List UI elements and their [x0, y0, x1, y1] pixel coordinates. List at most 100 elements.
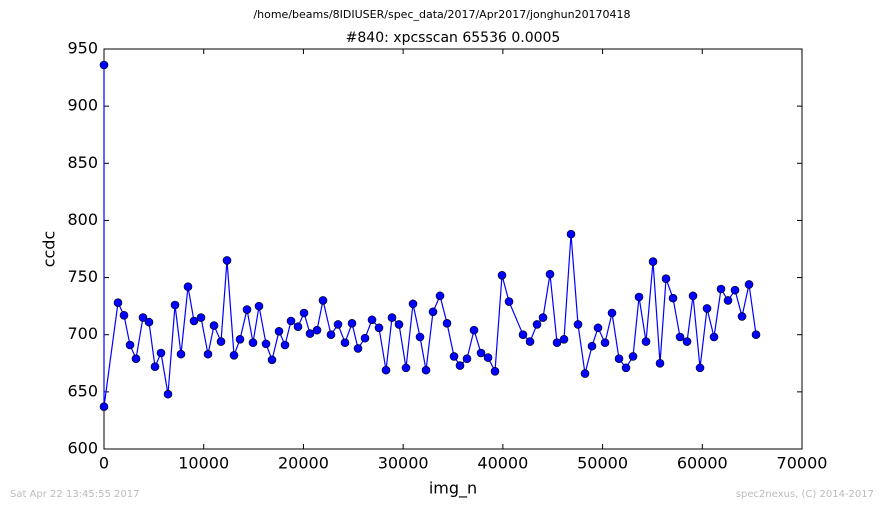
data-point [222, 256, 232, 265]
y-tick-label: 950 [67, 39, 98, 58]
data-point [580, 369, 590, 378]
data-point [209, 321, 219, 330]
data-point [131, 354, 141, 364]
data-point [545, 269, 555, 279]
data-point [312, 325, 322, 335]
data-point [119, 310, 129, 320]
data-point [203, 349, 213, 359]
data-point [641, 337, 651, 346]
x-axis-label: img_n [429, 479, 477, 499]
y-tick-label: 750 [67, 267, 98, 286]
y-axis-label: ccdc [40, 231, 59, 268]
data-point [462, 354, 472, 364]
data-point [387, 313, 397, 322]
data-point [156, 348, 166, 358]
data-point [525, 337, 535, 346]
data-point [254, 301, 264, 311]
data-point [261, 339, 271, 349]
x-tick-label: 60000 [677, 454, 728, 473]
data-point [196, 313, 206, 322]
data-point [668, 293, 678, 303]
data-point [394, 320, 404, 329]
x-tick-label: 0 [99, 454, 109, 473]
data-point [476, 348, 486, 358]
data-point [138, 313, 148, 322]
data-point [435, 291, 445, 301]
data-point [648, 257, 658, 266]
data-point [408, 299, 418, 309]
data-point [267, 355, 277, 365]
data-point [235, 334, 245, 344]
data-point [442, 318, 452, 328]
footer-left: Sat Apr 22 13:45:55 2017 [10, 489, 140, 500]
data-point [744, 280, 754, 289]
y-tick-label: 800 [67, 210, 98, 229]
data-point [176, 349, 186, 359]
data-point [216, 337, 226, 346]
data-point [682, 337, 692, 346]
data-point [587, 341, 597, 351]
data-point [497, 270, 507, 280]
x-tick-label: 50000 [577, 454, 628, 473]
y-tick-label: 650 [67, 381, 98, 400]
x-tick-label: 40000 [477, 454, 528, 473]
x-tick-label: 10000 [178, 454, 229, 473]
data-point [183, 282, 193, 292]
data-point [723, 296, 733, 305]
data-point [695, 363, 705, 373]
data-point [607, 308, 617, 318]
data-point [333, 320, 343, 329]
x-tick-label: 30000 [378, 454, 429, 473]
y-tick-label: 600 [67, 439, 98, 458]
data-point [170, 300, 180, 310]
data-point [661, 274, 671, 284]
data-point [347, 318, 357, 328]
data-point [144, 317, 154, 327]
x-tick-label: 20000 [278, 454, 329, 473]
data-point [566, 229, 576, 239]
data-point [360, 333, 370, 343]
data-point [518, 330, 528, 340]
data-point [367, 315, 377, 325]
data-point [538, 313, 548, 322]
data-point [490, 366, 500, 376]
data-point [274, 326, 284, 336]
y-tick-label: 850 [67, 153, 98, 172]
data-point [504, 297, 514, 306]
data-point [401, 363, 411, 373]
data-point [709, 332, 719, 342]
data-point [415, 332, 425, 342]
data-point [163, 389, 173, 399]
data-point [381, 365, 391, 375]
data-point [455, 361, 465, 370]
data-point [559, 334, 569, 344]
data-point [113, 298, 123, 308]
chart-title: #840: xpcsscan 65536 0.0005 [346, 30, 561, 46]
data-point [229, 350, 239, 360]
data-point [702, 304, 712, 313]
data-point [737, 312, 747, 321]
data-point [280, 340, 290, 350]
data-point [469, 325, 479, 335]
x-tick-label: 70000 [777, 454, 828, 473]
data-point [421, 365, 431, 375]
data-point [99, 60, 109, 70]
data-point [628, 352, 638, 361]
data-point [99, 402, 109, 412]
data-point [688, 291, 698, 301]
data-point [353, 344, 363, 353]
data-point [573, 320, 583, 329]
data-point [293, 322, 303, 332]
data-point [593, 323, 603, 333]
data-point [374, 323, 384, 333]
data-point [150, 362, 160, 372]
data-point [340, 338, 350, 348]
data-point [242, 305, 252, 314]
data-point [675, 332, 685, 342]
data-point [730, 285, 740, 295]
data-point [428, 307, 438, 317]
data-point [600, 338, 610, 348]
data-point [326, 330, 336, 340]
